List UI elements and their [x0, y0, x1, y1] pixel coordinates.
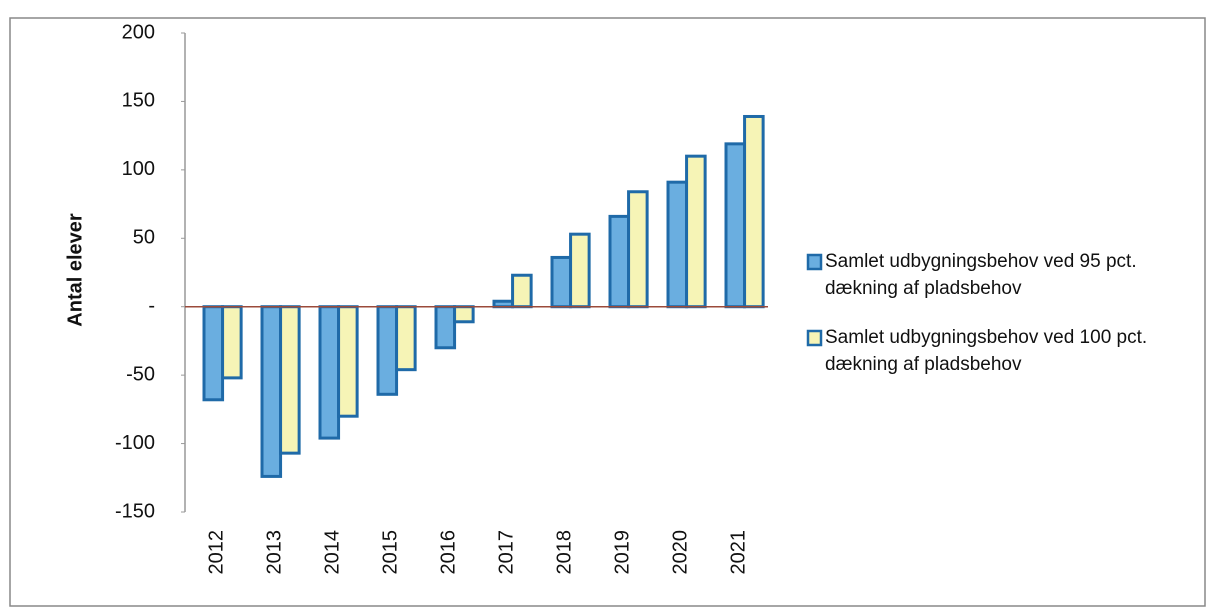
legend-swatch [806, 329, 823, 347]
y-tick-label: 150 [122, 90, 155, 112]
bar [492, 299, 515, 309]
bar [569, 232, 591, 309]
x-tick-label: 2019 [611, 530, 633, 575]
bar [202, 305, 225, 402]
bar [376, 305, 399, 396]
bar [395, 305, 417, 372]
legend-label: Samlet udbygningsbehov ved 100 pct. dækn… [825, 327, 1148, 375]
chart-frame [9, 17, 1206, 607]
y-tick-label: -50 [126, 363, 155, 385]
y-tick-label: 100 [122, 158, 155, 180]
x-tick-label: 2018 [553, 530, 575, 575]
bar [627, 190, 649, 309]
y-tick-label: -150 [115, 500, 155, 522]
bar [337, 305, 359, 418]
bar [685, 154, 707, 309]
bar [453, 305, 475, 324]
y-tick-label: 50 [133, 227, 155, 249]
bar [279, 305, 301, 455]
bar [434, 305, 457, 350]
bar [511, 273, 533, 309]
bar [260, 305, 283, 478]
legend-swatch [806, 253, 823, 271]
bar [221, 305, 243, 380]
bar [743, 114, 765, 309]
x-tick-label: 2015 [379, 530, 401, 575]
bar [608, 214, 631, 309]
x-tick-label: 2021 [727, 530, 749, 575]
legend-entry: Samlet udbygningsbehov ved 95 pct. dækni… [825, 251, 1137, 299]
legend-label: Samlet udbygningsbehov ved 95 pct. dækni… [825, 251, 1137, 299]
x-tick-label: 2017 [495, 530, 517, 575]
y-tick-label: 200 [122, 21, 155, 43]
x-tick-label: 2014 [321, 530, 343, 575]
y-tick-label: - [148, 295, 155, 317]
x-tick-label: 2012 [205, 530, 227, 575]
bar [666, 180, 689, 309]
bar [318, 305, 341, 440]
bar [724, 142, 747, 309]
x-tick-label: 2016 [437, 530, 459, 575]
legend-entry: Samlet udbygningsbehov ved 100 pct. dækn… [825, 327, 1148, 375]
bar [550, 255, 573, 309]
y-tick-label: -100 [115, 432, 155, 454]
y-axis-title: Antal elever [64, 213, 86, 327]
x-tick-label: 2013 [263, 530, 285, 575]
x-tick-label: 2020 [669, 530, 691, 575]
